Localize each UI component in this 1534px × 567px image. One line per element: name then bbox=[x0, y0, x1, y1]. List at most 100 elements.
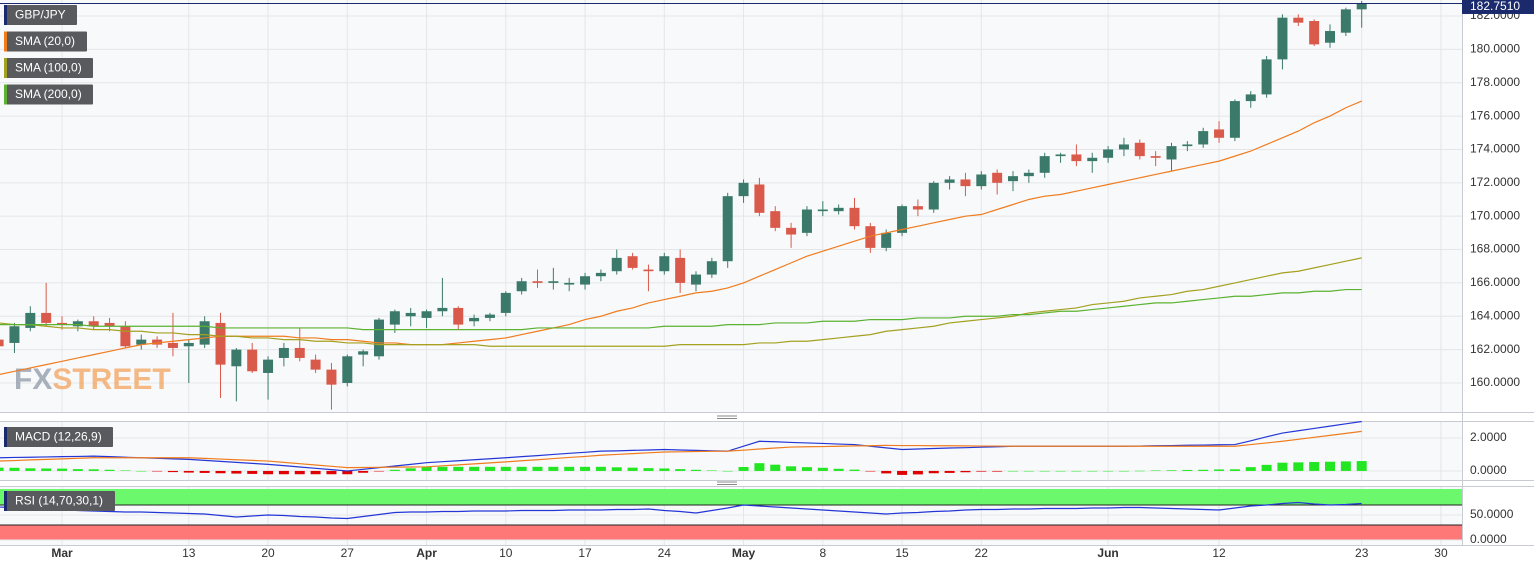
macd-histogram-bar bbox=[849, 469, 860, 471]
y-tick-label: 176.0000 bbox=[1470, 108, 1520, 122]
macd-histogram-bar bbox=[1008, 470, 1018, 472]
sma-line bbox=[0, 257, 1362, 347]
candle-body bbox=[136, 339, 147, 345]
candle-body bbox=[41, 312, 52, 323]
macd-histogram-bar bbox=[278, 470, 289, 475]
x-tick-label: 24 bbox=[658, 546, 672, 560]
candle-body bbox=[9, 326, 20, 343]
macd-histogram-bar bbox=[1214, 469, 1225, 471]
macd-histogram-bar bbox=[865, 470, 876, 472]
legend-item: SMA (200,0) bbox=[4, 84, 93, 105]
macd-histogram-bar bbox=[1039, 470, 1050, 472]
legend-swatch bbox=[4, 5, 7, 25]
watermark: FX bbox=[14, 363, 52, 396]
candle-body bbox=[1055, 154, 1066, 157]
oversold-zone bbox=[0, 525, 1462, 540]
legend-box bbox=[4, 58, 93, 78]
macd-histogram-bar bbox=[738, 466, 749, 471]
candle-body bbox=[1293, 17, 1304, 23]
macd-histogram-bar bbox=[516, 466, 527, 471]
candle-body bbox=[992, 172, 1003, 183]
resize-grip[interactable] bbox=[717, 481, 737, 485]
candle-body bbox=[342, 356, 353, 383]
legend-swatch bbox=[4, 491, 7, 511]
candle-body bbox=[770, 211, 781, 228]
y-tick-label: 170.0000 bbox=[1470, 208, 1520, 222]
candle-body bbox=[389, 311, 400, 325]
candle-body bbox=[897, 206, 908, 233]
candle-body bbox=[484, 314, 495, 318]
macd-histogram-bar bbox=[136, 470, 147, 472]
watermark: STREET bbox=[52, 363, 170, 396]
candle-body bbox=[1277, 17, 1288, 60]
macd-histogram-bar bbox=[817, 467, 828, 471]
macd-histogram-bar bbox=[944, 470, 955, 473]
candle-body bbox=[374, 319, 384, 357]
candle-body bbox=[263, 359, 274, 373]
candle-body bbox=[0, 339, 4, 347]
candle-body bbox=[691, 274, 701, 285]
candle-body bbox=[310, 359, 321, 370]
last-price-label: 182.7510 bbox=[1470, 0, 1520, 13]
x-tick-label: Mar bbox=[51, 546, 73, 560]
resize-grip[interactable] bbox=[717, 415, 737, 419]
macd-histogram-bar bbox=[389, 469, 400, 471]
candle-body bbox=[1103, 149, 1114, 158]
candle-body bbox=[358, 351, 369, 355]
macd-histogram-bar bbox=[770, 464, 781, 471]
candle-body bbox=[469, 317, 480, 322]
x-tick-label: 12 bbox=[1212, 546, 1226, 560]
candle-body bbox=[912, 206, 923, 210]
x-tick-label: 30 bbox=[1434, 546, 1448, 560]
macd-histogram-bar bbox=[9, 467, 20, 471]
macd-histogram-bar bbox=[199, 470, 210, 473]
candle-body bbox=[247, 349, 258, 372]
macd-histogram-bar bbox=[358, 470, 369, 473]
y-tick-label: 0.0000 bbox=[1470, 463, 1507, 477]
macd-histogram-bar bbox=[453, 466, 464, 471]
macd-histogram-bar bbox=[263, 470, 274, 475]
macd-histogram-bar bbox=[1182, 469, 1193, 471]
macd-histogram-bar bbox=[643, 468, 654, 471]
macd-histogram-bar bbox=[342, 470, 353, 475]
y-tick-label: 172.0000 bbox=[1470, 175, 1520, 189]
y-tick-label: 174.0000 bbox=[1470, 142, 1520, 156]
legend-swatch bbox=[4, 84, 7, 105]
macd-histogram-bar bbox=[421, 466, 432, 471]
x-tick-label: 22 bbox=[975, 546, 989, 560]
macd-histogram-bar bbox=[294, 470, 305, 475]
candle-body bbox=[1325, 31, 1335, 43]
candle-body bbox=[1134, 142, 1145, 157]
legend-item: SMA (100,0) bbox=[4, 58, 93, 78]
candle-body bbox=[500, 292, 511, 313]
macd-histogram-bar bbox=[1166, 470, 1177, 471]
candle-body bbox=[516, 281, 527, 292]
legend-label: SMA (200,0) bbox=[15, 87, 82, 101]
macd-histogram-bar bbox=[25, 468, 36, 471]
x-tick-label: Apr bbox=[416, 546, 437, 560]
candle-body bbox=[1214, 129, 1225, 138]
macd-histogram-bar bbox=[405, 468, 416, 471]
x-tick-label: 8 bbox=[819, 546, 826, 560]
y-tick-label: 164.0000 bbox=[1470, 308, 1520, 322]
macd-histogram-bar bbox=[1023, 470, 1034, 472]
legend-swatch bbox=[4, 31, 7, 52]
candle-body bbox=[1340, 9, 1351, 33]
candle-body bbox=[104, 322, 115, 327]
candle-body bbox=[278, 347, 289, 358]
macd-histogram-bar bbox=[215, 470, 226, 474]
candle-body bbox=[453, 307, 464, 325]
macd-histogram-bar bbox=[580, 466, 591, 471]
legend-item: SMA (20,0) bbox=[4, 31, 87, 52]
y-tick-label: 162.0000 bbox=[1470, 342, 1520, 356]
macd-histogram-bar bbox=[912, 470, 923, 475]
candle-body bbox=[611, 257, 622, 272]
candle-body bbox=[532, 281, 543, 283]
x-tick-label: 10 bbox=[499, 546, 513, 560]
macd-histogram-bar bbox=[754, 463, 765, 471]
legend-swatch bbox=[4, 427, 7, 447]
macd-histogram-bar bbox=[469, 466, 480, 471]
candle-body bbox=[120, 326, 131, 347]
